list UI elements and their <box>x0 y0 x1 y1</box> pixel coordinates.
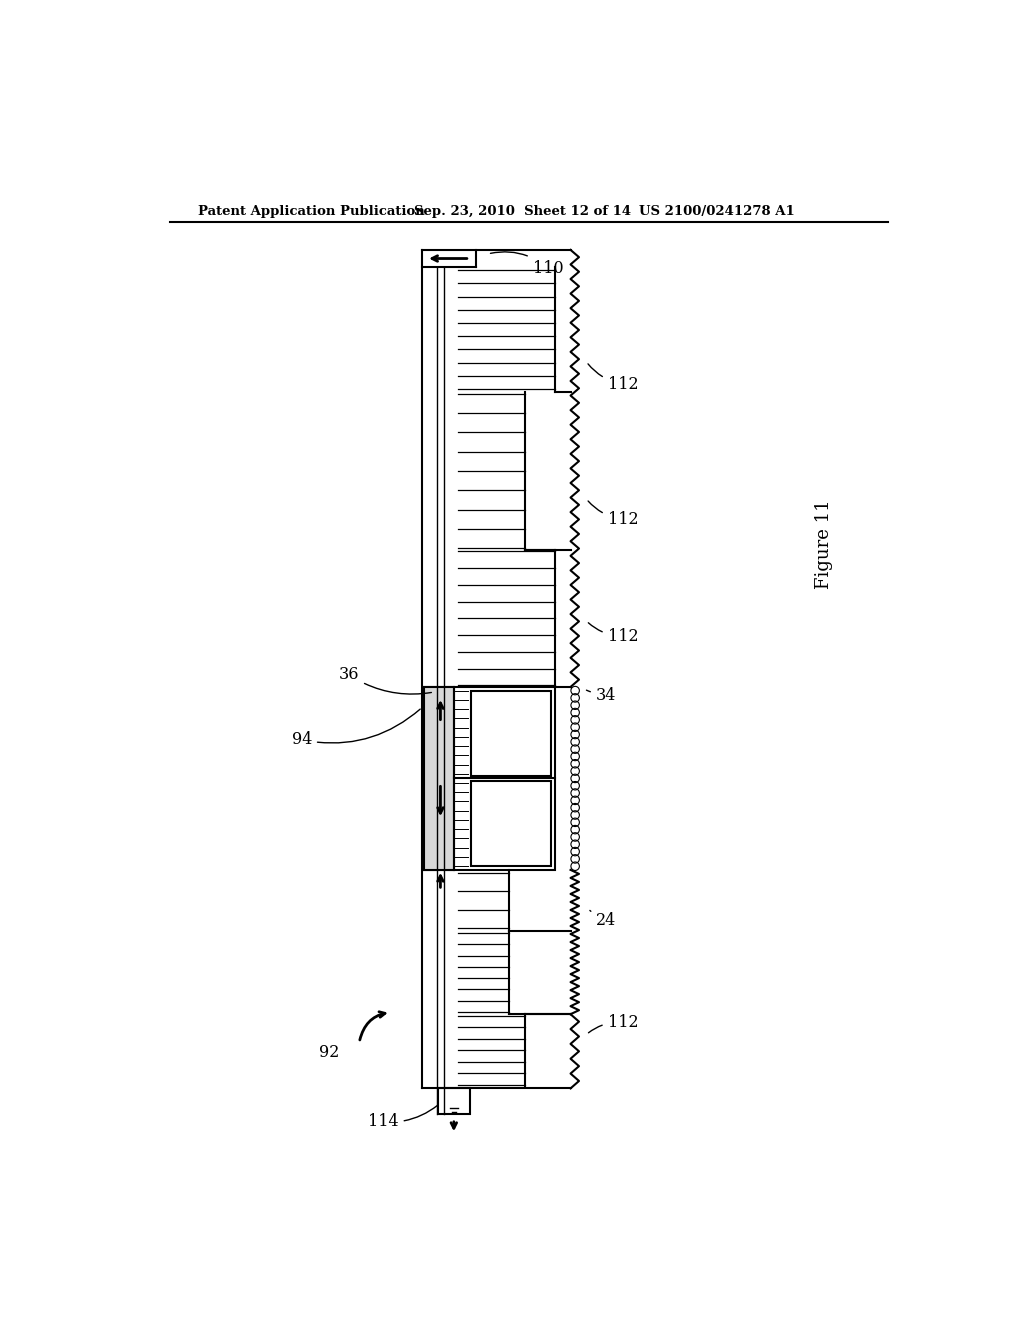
Bar <box>471 690 551 776</box>
Text: 114: 114 <box>368 1105 437 1130</box>
Text: Figure 11: Figure 11 <box>815 500 834 590</box>
Text: 112: 112 <box>588 502 638 528</box>
Bar <box>424 686 555 870</box>
Text: 110: 110 <box>490 252 563 277</box>
Bar <box>424 686 454 870</box>
Text: 112: 112 <box>589 1014 638 1032</box>
Text: 34: 34 <box>587 686 616 704</box>
Text: 36: 36 <box>339 667 431 694</box>
Text: 92: 92 <box>319 1044 339 1061</box>
Text: US 2100/0241278 A1: US 2100/0241278 A1 <box>639 205 795 218</box>
Bar <box>438 1089 470 1114</box>
Text: 112: 112 <box>588 364 638 392</box>
Text: Sep. 23, 2010  Sheet 12 of 14: Sep. 23, 2010 Sheet 12 of 14 <box>415 205 632 218</box>
Text: 112: 112 <box>589 623 638 644</box>
Text: Patent Application Publication: Patent Application Publication <box>198 205 424 218</box>
Text: 24: 24 <box>590 911 616 929</box>
Bar <box>424 686 454 870</box>
Text: 94: 94 <box>292 709 420 748</box>
Bar <box>471 780 551 866</box>
